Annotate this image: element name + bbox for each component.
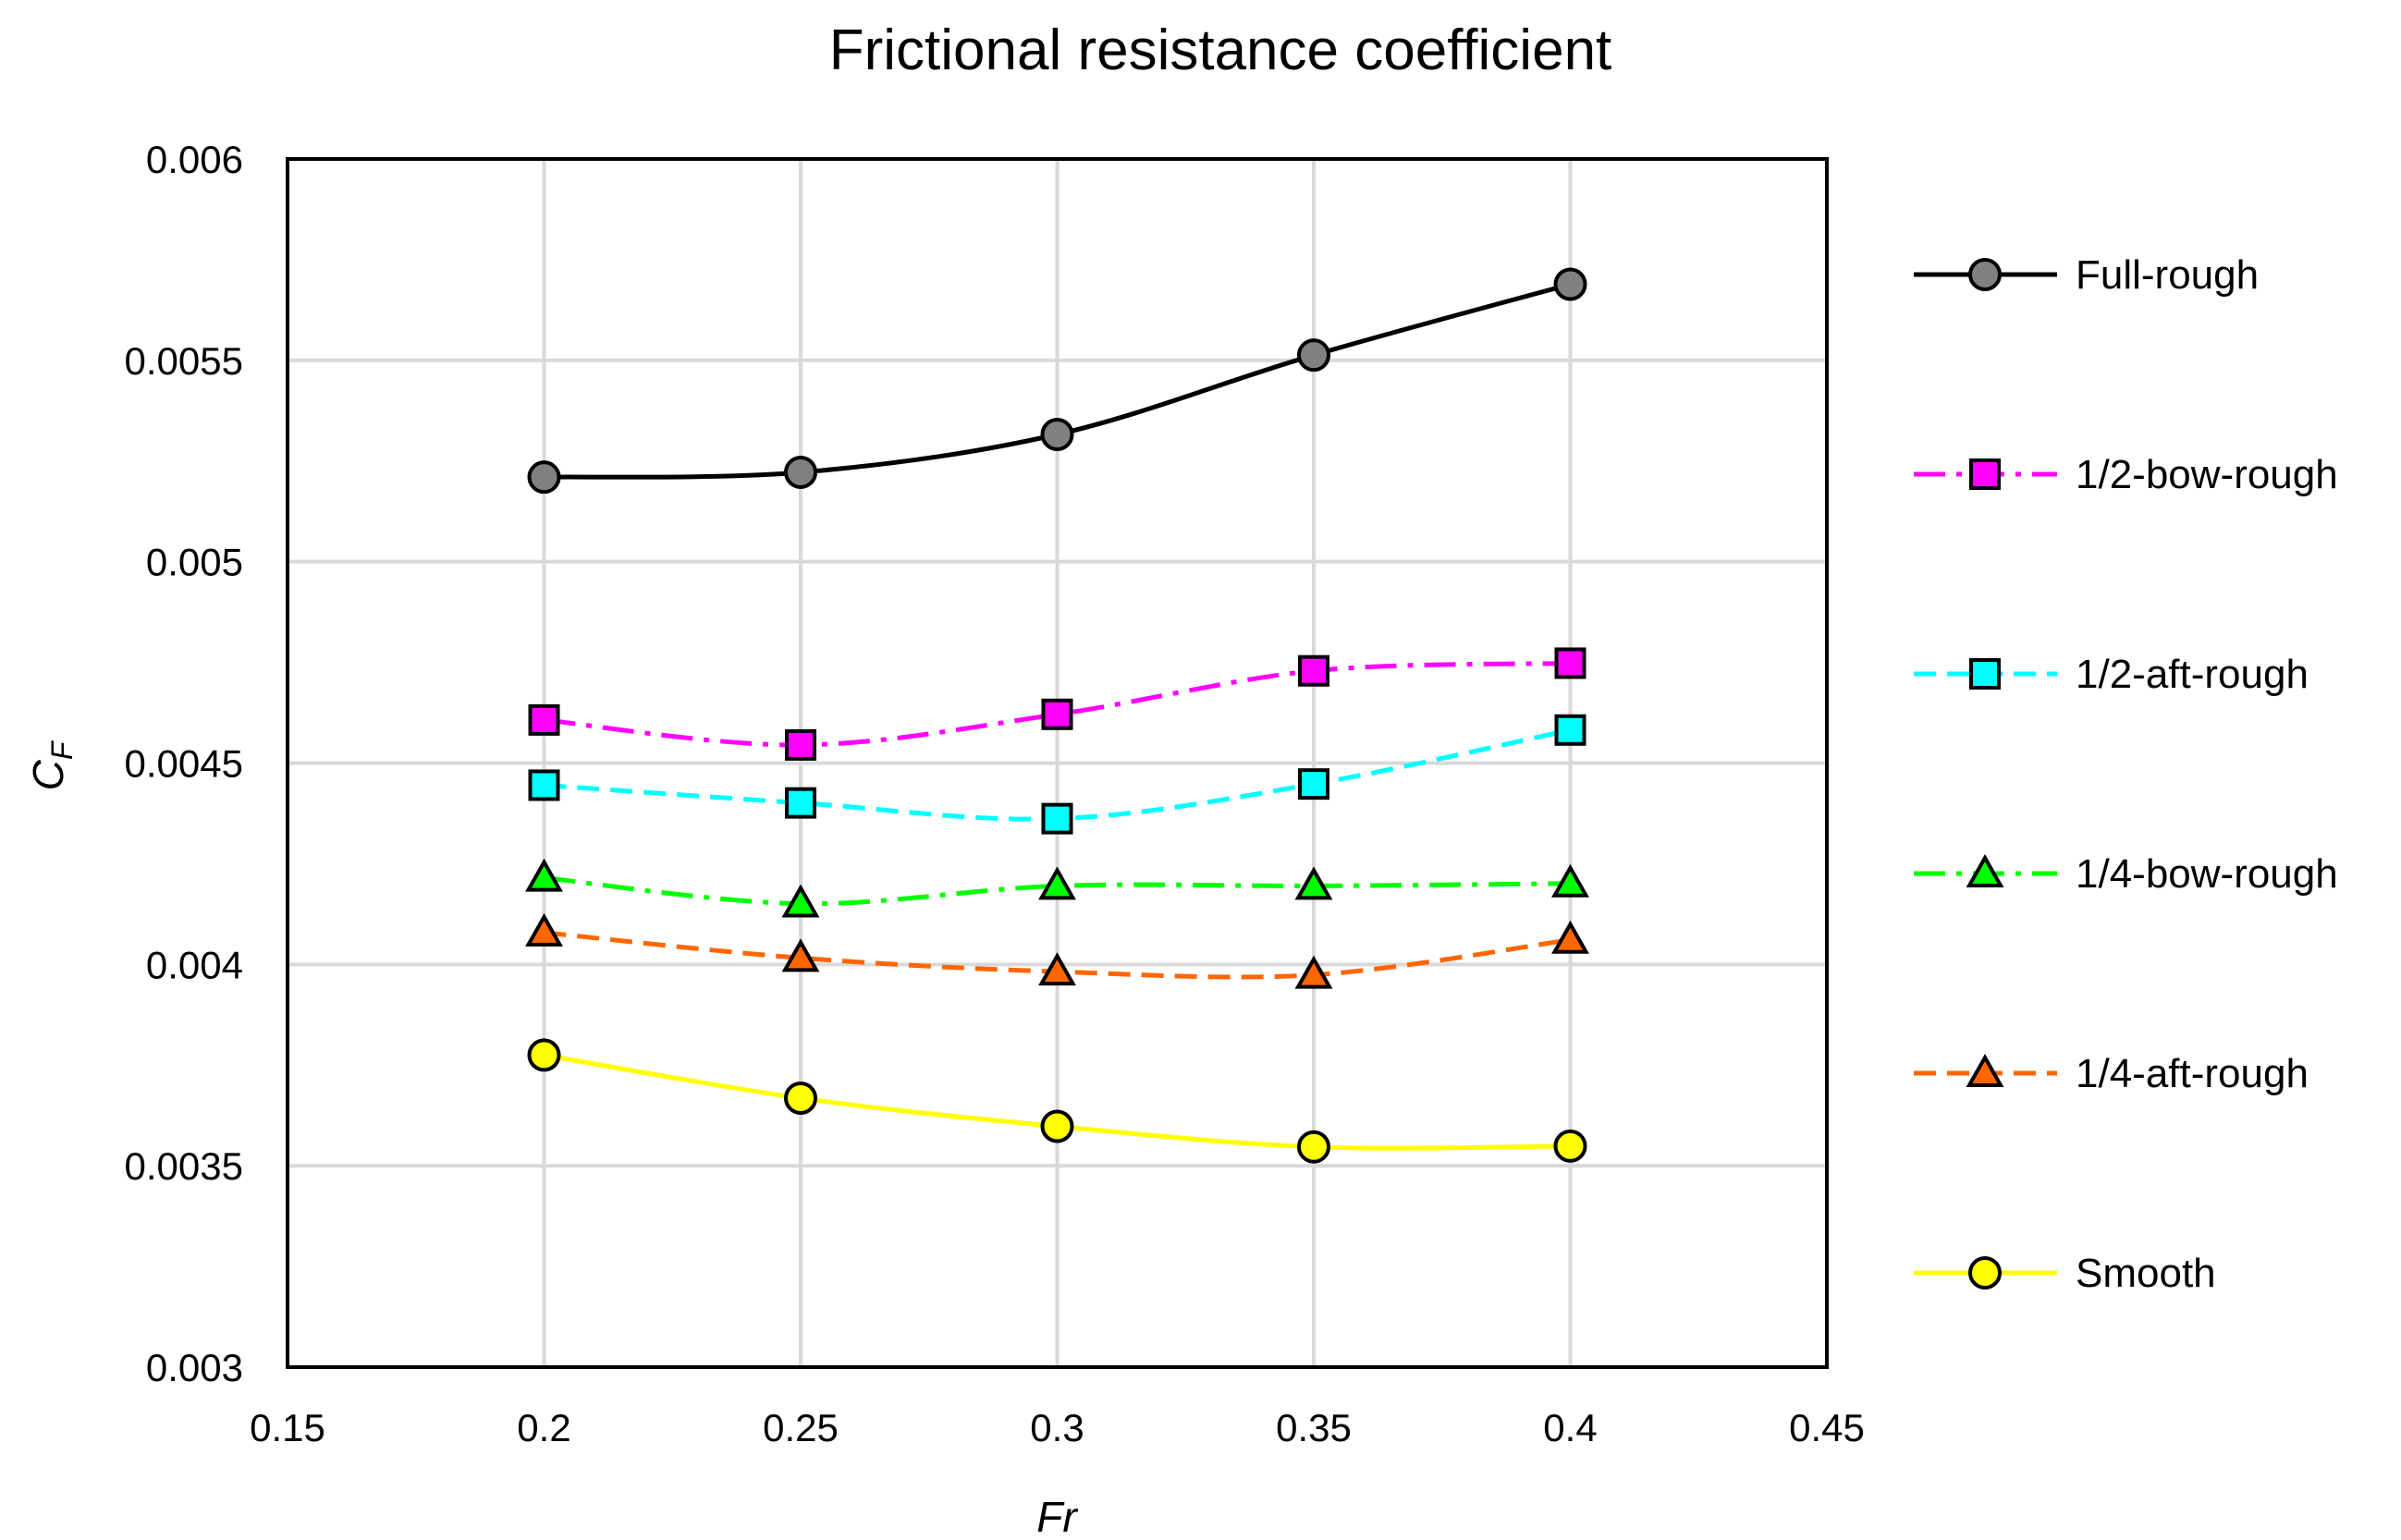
data-point-0-1 xyxy=(784,455,817,489)
data-point-5-4 xyxy=(1553,1129,1587,1163)
x-tick-label: 0.25 xyxy=(763,1406,839,1449)
data-point-3-4 xyxy=(1551,863,1589,898)
legend-label: 1/4-bow-rough xyxy=(2076,851,2338,897)
data-point-5-0 xyxy=(527,1038,561,1072)
x-tick-label: 0.45 xyxy=(1789,1406,1865,1449)
x-tick-label: 0.4 xyxy=(1543,1406,1597,1449)
data-point-0-4 xyxy=(1553,267,1587,301)
legend-label: 1/4-aft-rough xyxy=(2076,1051,2309,1096)
x-tick-label: 0.15 xyxy=(250,1406,325,1449)
y-tick-label: 0.003 xyxy=(146,1346,243,1389)
y-tick-label: 0.005 xyxy=(146,541,243,584)
data-point-3-3 xyxy=(1294,866,1333,900)
data-point-0-0 xyxy=(527,460,561,495)
x-axis-title: Fr xyxy=(1036,1493,1078,1540)
legend-label: 1/2-aft-rough xyxy=(2076,652,2309,697)
data-point-1-4 xyxy=(1554,647,1586,679)
y-axis-tick-labels: 0.003 0.0035 0.004 0.0045 0.005 0.0055 0.006 xyxy=(125,138,243,1389)
legend-marker xyxy=(1966,1053,2004,1087)
svg-text:CF: CF xyxy=(24,739,79,790)
x-tick-label: 0.3 xyxy=(1030,1406,1084,1449)
y-tick-label: 0.004 xyxy=(146,943,243,986)
data-point-4-0 xyxy=(525,912,563,947)
legend-marker xyxy=(1968,1256,2002,1289)
legend-label: 1/2-bow-rough xyxy=(2076,452,2338,497)
x-tick-label: 0.35 xyxy=(1276,1406,1352,1449)
series-markers xyxy=(525,267,1589,1164)
data-point-2-4 xyxy=(1554,714,1586,746)
data-point-3-2 xyxy=(1038,866,1076,900)
data-point-4-4 xyxy=(1551,920,1589,954)
data-point-4-3 xyxy=(1294,955,1333,989)
legend-label: Full-rough xyxy=(2076,252,2259,298)
data-point-3-1 xyxy=(781,884,820,918)
y-tick-label: 0.0035 xyxy=(125,1144,243,1188)
x-tick-label: 0.2 xyxy=(517,1406,570,1449)
data-point-1-1 xyxy=(785,728,816,761)
plot-area-frame xyxy=(286,157,1829,1369)
data-point-2-1 xyxy=(785,787,816,819)
legend-marker xyxy=(1966,853,2004,887)
data-point-4-1 xyxy=(781,938,820,972)
data-point-2-0 xyxy=(528,769,560,801)
legend-marker xyxy=(1968,258,2002,291)
data-point-3-0 xyxy=(525,858,563,892)
legend: Full-rough 1/2-bow-rough 1/2-aft-rough 1/4-… xyxy=(1914,252,2338,1296)
data-point-4-2 xyxy=(1038,952,1076,986)
data-point-5-3 xyxy=(1297,1130,1330,1164)
legend-marker xyxy=(1969,658,2001,690)
chart-title: Frictional resistance coefficient xyxy=(829,18,1612,82)
y-axis-title-subscript: F xyxy=(45,739,79,760)
data-point-1-0 xyxy=(528,703,560,736)
data-point-2-3 xyxy=(1298,768,1329,801)
data-point-2-2 xyxy=(1041,802,1073,835)
y-axis-title-main: C xyxy=(24,759,72,790)
data-point-5-1 xyxy=(784,1081,817,1115)
y-axis-title: CF xyxy=(24,739,79,790)
data-point-5-2 xyxy=(1040,1109,1074,1143)
data-point-1-2 xyxy=(1041,698,1073,730)
y-tick-label: 0.006 xyxy=(146,138,243,181)
data-point-1-3 xyxy=(1298,654,1329,687)
y-tick-label: 0.0045 xyxy=(125,742,243,786)
legend-label: Smooth xyxy=(2076,1251,2216,1296)
x-axis-tick-labels: 0.15 0.2 0.25 0.3 0.35 0.4 0.45 xyxy=(250,1406,1865,1449)
data-point-0-2 xyxy=(1040,417,1074,451)
legend-marker xyxy=(1969,458,2001,490)
data-point-0-3 xyxy=(1297,338,1330,373)
y-tick-label: 0.0055 xyxy=(125,339,243,383)
